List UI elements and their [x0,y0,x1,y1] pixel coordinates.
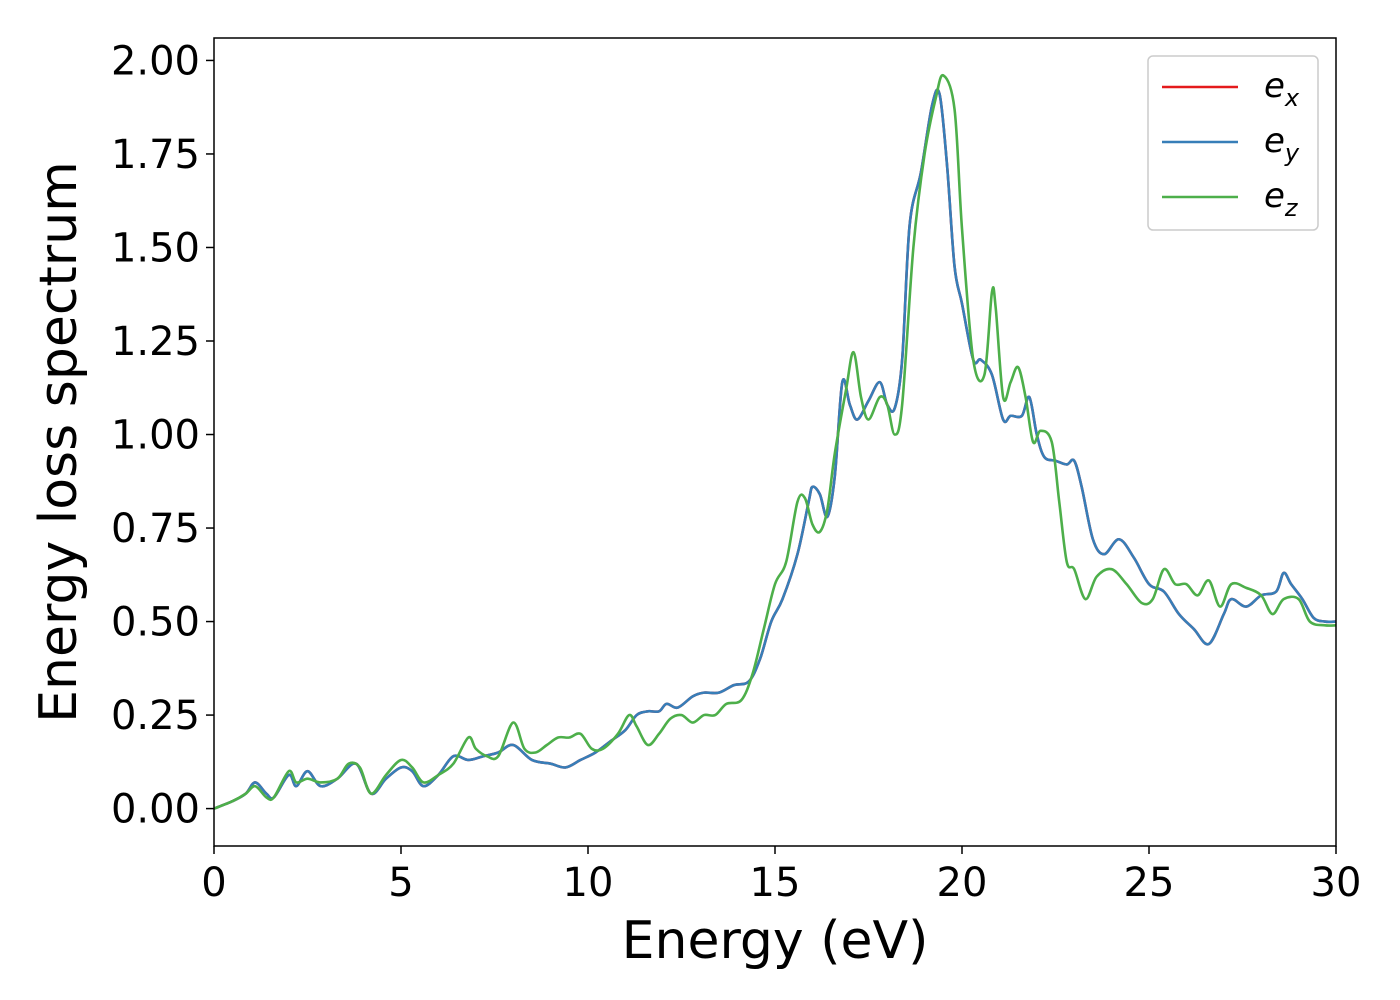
y-tick-label: 0.75 [111,506,200,552]
legend-label-e-x: ex [1264,66,1300,112]
y-tick-label: 1.75 [111,132,200,178]
y-tick-label: 1.00 [111,413,200,459]
y-tick-label: 2.00 [111,38,200,84]
series-line-e-z [214,74,1336,810]
y-tick-label: 1.25 [111,319,200,365]
x-tick-label: 30 [1311,860,1362,906]
x-tick-label: 5 [388,860,413,906]
x-tick-label: 15 [750,860,801,906]
legend: ex ey ez [1147,55,1319,231]
x-axis-ticks: 0 5 10 15 20 25 30 [201,846,1361,906]
legend-label-e-y: ey [1264,121,1300,167]
x-tick-label: 20 [937,860,988,906]
x-tick-label: 0 [201,860,226,906]
y-tick-label: 0.50 [111,600,200,646]
y-tick-label: 0.00 [111,787,200,833]
x-tick-label: 25 [1124,860,1175,906]
y-tick-label: 0.25 [111,693,200,739]
y-axis-ticks: 0.00 0.25 0.50 0.75 1.00 1.25 1.50 1.75 2.00 [111,38,214,833]
series-layer [214,74,1336,810]
y-tick-label: 1.50 [111,225,200,271]
legend-label-e-z: ez [1264,176,1299,222]
y-axis-label: Energy loss spectrum [29,161,89,723]
x-tick-label: 10 [563,860,614,906]
x-axis-label: Energy (eV) [622,911,929,971]
legend-items: ex ey ez [1162,66,1300,222]
